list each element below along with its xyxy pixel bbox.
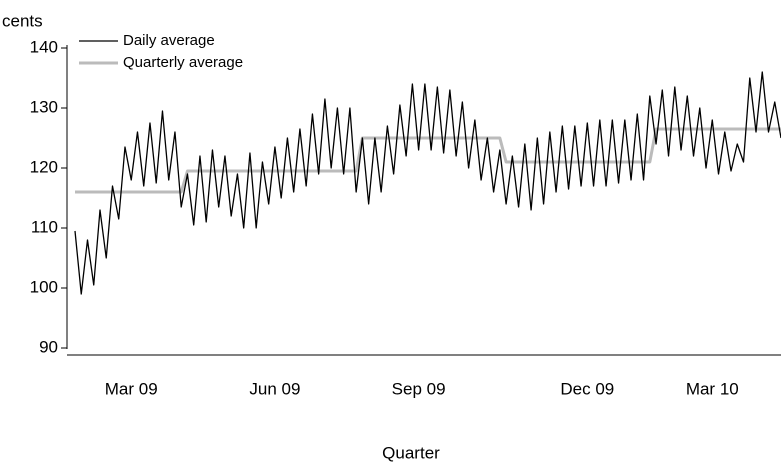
series-line xyxy=(75,127,781,194)
legend-label: Quarterly average xyxy=(123,54,243,71)
y-tick-label: 90 xyxy=(39,337,58,356)
legend-label: Daily average xyxy=(123,32,215,49)
x-tick-label: Mar 10 xyxy=(686,379,739,398)
x-tick-label: Mar 09 xyxy=(105,379,158,398)
y-tick-label: 100 xyxy=(30,277,58,296)
x-tick-label: Jun 09 xyxy=(249,379,300,398)
x-tick-label: Sep 09 xyxy=(392,379,446,398)
y-axis-label: cents xyxy=(2,11,43,30)
y-tick-label: 110 xyxy=(31,217,58,236)
y-tick-label: 120 xyxy=(30,157,58,176)
y-tick-label: 140 xyxy=(30,37,58,56)
x-axis-label: Quarter xyxy=(382,443,440,462)
series-line xyxy=(74,71,781,295)
y-tick-label: 130 xyxy=(30,97,58,116)
x-tick-label: Dec 09 xyxy=(560,379,614,398)
